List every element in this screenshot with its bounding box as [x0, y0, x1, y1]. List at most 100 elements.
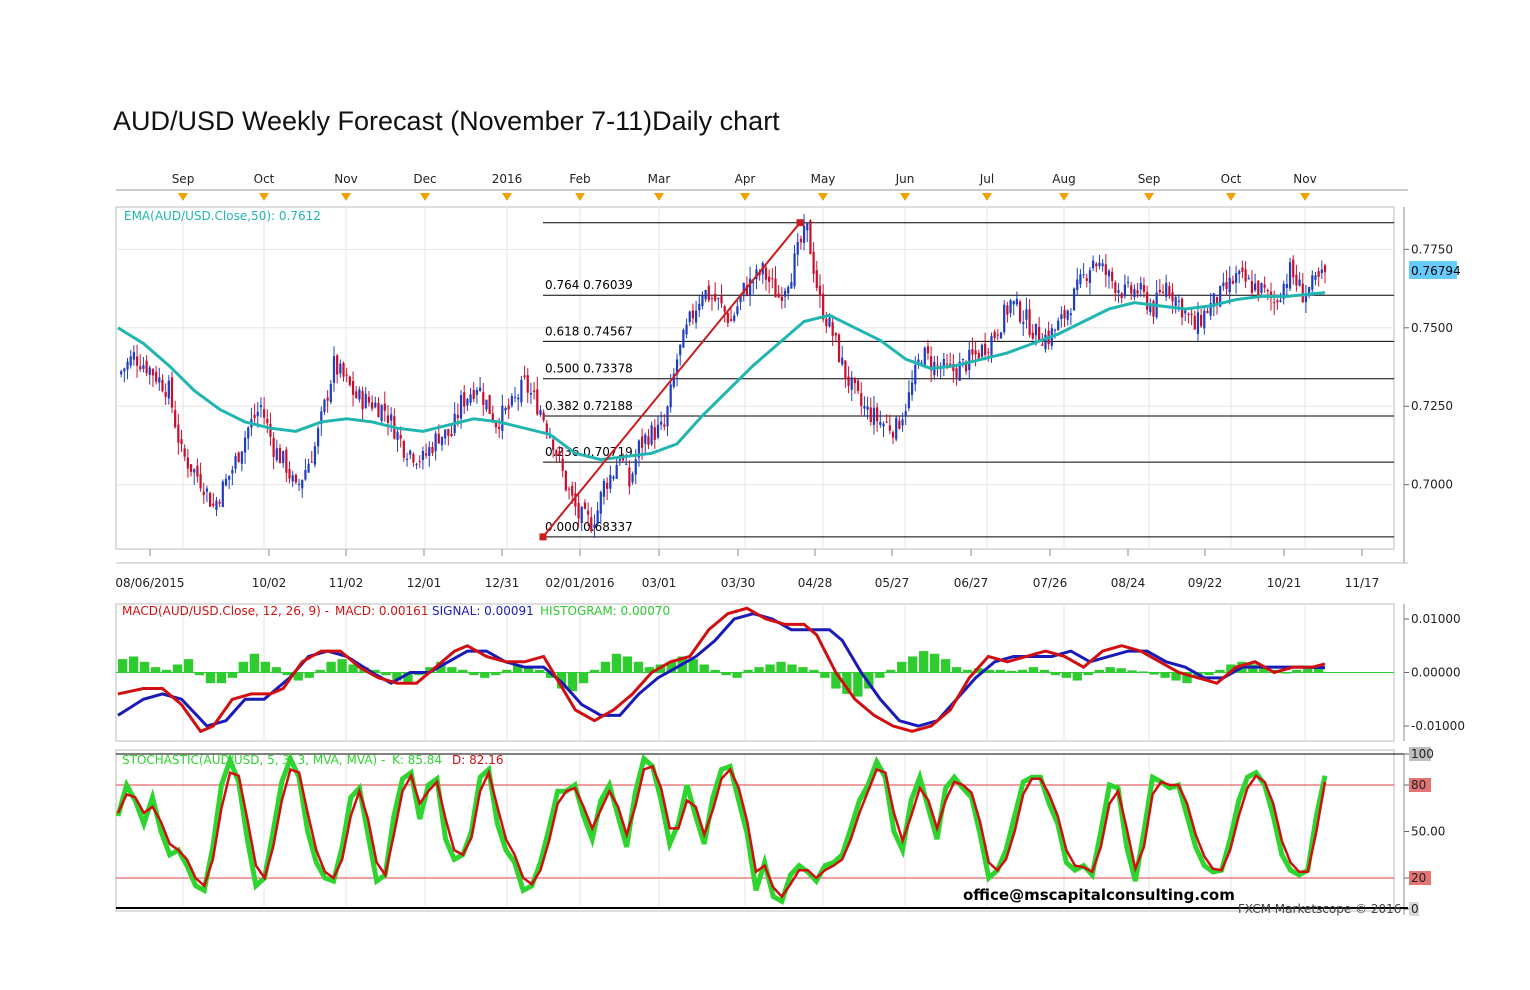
- candle-body: [1250, 281, 1254, 293]
- candle-body: [342, 363, 345, 377]
- candle-body: [145, 360, 148, 374]
- candle-body: [272, 438, 275, 457]
- candle-body: [1038, 326, 1041, 342]
- candle-body: [475, 389, 479, 395]
- stochastic-indicator-label: STOCHASTIC(AUD/USD, 5, 3, 3, MVA, MVA) -: [122, 753, 385, 767]
- candle-body: [199, 473, 202, 489]
- date-label: 10/21: [1267, 576, 1302, 590]
- candle-body: [685, 324, 688, 335]
- candle-body: [1317, 271, 1320, 277]
- month-label: Oct: [1221, 172, 1242, 186]
- date-label: 12/01: [407, 576, 442, 590]
- month-label: Nov: [1293, 172, 1316, 186]
- candle-body: [174, 410, 177, 428]
- histogram-bar: [447, 667, 457, 673]
- month-label: Jul: [979, 172, 994, 186]
- candle-body: [390, 414, 393, 421]
- histogram-bar: [1094, 669, 1104, 673]
- candle-body: [361, 390, 364, 410]
- candle-body: [548, 436, 552, 438]
- candle-body: [240, 451, 243, 464]
- histogram-bar: [194, 672, 205, 676]
- candle-body: [1085, 278, 1088, 281]
- candle-body: [259, 405, 263, 408]
- histogram-bar: [1292, 669, 1302, 673]
- candle-body: [1076, 279, 1079, 291]
- copyright-label: FXCM Marketscope © 2016: [1238, 902, 1401, 916]
- candle-body: [701, 295, 704, 307]
- candle-body: [1060, 314, 1063, 320]
- month-marker-icon: [341, 193, 351, 201]
- stochastic-y-axis: 100 80 50.00 20 0: [1403, 747, 1445, 916]
- candle-body: [834, 333, 837, 336]
- candle-body: [672, 373, 675, 387]
- candle-body: [415, 463, 418, 465]
- candle-body: [942, 358, 945, 368]
- histogram-bar: [1182, 672, 1192, 684]
- month-label: Nov: [334, 172, 357, 186]
- candle-body: [1009, 300, 1012, 314]
- histogram-bar: [205, 672, 216, 684]
- histogram-bar: [139, 661, 150, 673]
- candle-body: [637, 440, 641, 458]
- y-tick-label: -0.01000: [1411, 719, 1465, 733]
- candle-body: [869, 407, 872, 423]
- candle-body: [812, 251, 815, 274]
- candle-body: [863, 406, 866, 409]
- histogram-bar: [842, 672, 852, 694]
- candle-body: [269, 423, 272, 437]
- histogram-bar: [161, 669, 172, 673]
- y-tick-label: 0.01000: [1411, 612, 1461, 626]
- candle-body: [996, 334, 999, 336]
- candle-body: [783, 290, 787, 297]
- month-label: Dec: [413, 172, 436, 186]
- histogram-bar: [293, 672, 303, 681]
- candle-body: [247, 427, 250, 439]
- candle-body: [1238, 270, 1241, 275]
- date-label: 02/01/2016: [545, 576, 614, 590]
- candle-body: [1219, 286, 1222, 307]
- candle-body: [142, 365, 145, 369]
- watermark-email: office@mscapitalconsulting.com: [963, 886, 1235, 904]
- candle-body: [961, 358, 965, 360]
- candle-body: [879, 421, 882, 425]
- month-marker-icon: [502, 193, 512, 201]
- candle-body: [409, 450, 412, 455]
- fibonacci-levels: 0.764 0.76039 0.618 0.74567 0.500 0.73378 0…: [543, 222, 1394, 538]
- histogram-bar: [403, 672, 413, 684]
- candle-body: [532, 390, 536, 392]
- candle-body: [205, 488, 209, 492]
- candle-body: [561, 458, 564, 471]
- candle-body: [590, 517, 593, 532]
- macd-panel: MACD(AUD/USD.Close, 12, 26, 9) - MACD: 0…: [115, 603, 1465, 742]
- y-tick-label: 100: [1411, 747, 1434, 761]
- histogram-bar: [425, 667, 435, 673]
- candle-body: [628, 467, 631, 487]
- histogram-bar: [227, 672, 238, 678]
- candle-body: [501, 405, 504, 431]
- candle-body: [151, 368, 155, 376]
- histogram-bar: [502, 669, 512, 673]
- candle-body: [526, 375, 529, 393]
- fib-label: 0.382 0.72188: [545, 399, 633, 413]
- candle-body: [822, 293, 825, 320]
- histogram-bar: [732, 672, 742, 678]
- candle-body: [593, 524, 596, 528]
- histogram-bar: [886, 669, 896, 673]
- candle-body: [726, 313, 729, 323]
- candle-body: [313, 446, 317, 465]
- candle-body: [456, 414, 459, 418]
- trend-line: [542, 222, 801, 538]
- candle-body: [631, 473, 634, 483]
- candle-body: [202, 491, 205, 496]
- candle-body: [1320, 269, 1323, 274]
- candle-body: [1022, 322, 1025, 324]
- candle-body: [1203, 310, 1206, 329]
- y-tick-badge: [1409, 871, 1431, 885]
- candle-body: [920, 362, 923, 364]
- candle-body: [733, 315, 736, 321]
- candle-body: [1012, 301, 1015, 305]
- candle-body: [844, 360, 847, 380]
- candle-body: [339, 363, 342, 374]
- histogram-bar: [820, 672, 830, 678]
